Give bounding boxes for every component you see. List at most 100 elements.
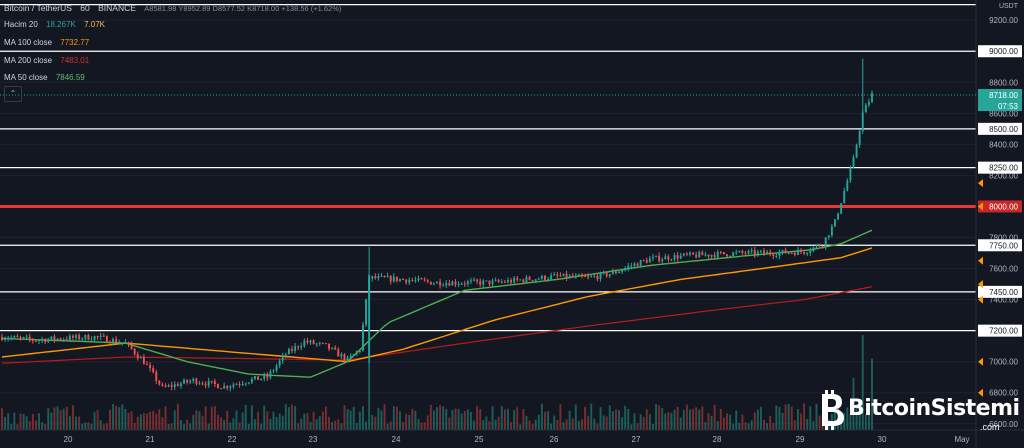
candle-body xyxy=(846,180,849,191)
logo-suffix: .com xyxy=(980,422,1000,432)
volume-bar xyxy=(318,416,321,430)
collapse-legend-button[interactable]: ⌃ xyxy=(4,86,22,102)
candle-body xyxy=(553,274,556,276)
volume-bar xyxy=(130,411,133,430)
volume-bar xyxy=(164,406,167,430)
volume-bar xyxy=(516,407,519,430)
candle-body xyxy=(75,335,77,338)
candle-body xyxy=(303,340,306,347)
volume-bar xyxy=(34,420,37,430)
volume-bar xyxy=(220,417,222,430)
candle-body xyxy=(220,388,222,390)
volume-bar xyxy=(423,422,426,430)
volume-bar xyxy=(250,405,253,430)
horizontal-levels[interactable] xyxy=(0,4,976,332)
volume-bar xyxy=(843,412,846,430)
level-label-box xyxy=(978,239,1022,252)
volume-bar xyxy=(408,414,411,430)
candle-body xyxy=(556,274,559,276)
volume-bar xyxy=(479,409,482,430)
candle-body xyxy=(124,342,127,344)
volume-bar xyxy=(593,418,596,430)
candle-body xyxy=(142,357,145,365)
volume-bar xyxy=(577,420,580,430)
candle-body xyxy=(179,383,182,387)
candle-body xyxy=(547,279,550,281)
volume-bar xyxy=(463,410,466,430)
volume-bar xyxy=(235,410,238,430)
volume-bar xyxy=(488,421,491,430)
ma100-legend[interactable]: MA 100 close 7732.77 xyxy=(4,38,89,48)
time-tick-label: 30 xyxy=(878,435,887,444)
volume-bar xyxy=(507,408,509,430)
candle-body xyxy=(358,350,361,352)
candle-body xyxy=(417,278,420,280)
candle-body xyxy=(800,249,802,252)
candle-body xyxy=(223,385,226,389)
candle-body xyxy=(457,284,460,286)
candle-body xyxy=(149,364,152,369)
candle-body xyxy=(769,251,772,255)
volume-bar xyxy=(90,423,93,430)
volume-bar xyxy=(608,405,611,430)
volume-bar xyxy=(741,414,744,430)
volume-bar xyxy=(374,416,377,430)
volume-bar xyxy=(451,410,454,430)
volume-bar xyxy=(275,416,278,430)
candle-body xyxy=(275,365,278,371)
currency-label: USDT xyxy=(999,3,1019,10)
candle-body xyxy=(84,334,87,339)
price-tick-label: 8600.00 xyxy=(989,109,1018,118)
volume-bar xyxy=(673,409,676,430)
volume-bar xyxy=(692,408,695,430)
candle-body xyxy=(550,275,553,280)
candle-body xyxy=(719,251,722,253)
candle-body xyxy=(377,276,380,279)
candle-body xyxy=(90,339,93,341)
volume-bar xyxy=(402,421,405,430)
symbol-header[interactable]: Bitcoin / TetherUS 60 BINANCE A8581.98 Y… xyxy=(4,3,341,14)
volume-bar xyxy=(713,404,716,430)
volume-bar xyxy=(105,423,108,430)
ma50-legend[interactable]: MA 50 close 7846.59 xyxy=(4,73,85,83)
candle-body xyxy=(408,280,411,283)
volume-bar xyxy=(565,419,568,430)
volume-bar xyxy=(469,411,472,430)
volume-bar xyxy=(605,416,608,430)
candle-body xyxy=(759,250,762,252)
candle-body xyxy=(244,383,247,385)
level-label: 7200.00 xyxy=(989,327,1018,336)
candle-body xyxy=(340,354,343,357)
ma100-label: MA 100 close xyxy=(4,38,53,47)
candle-body xyxy=(442,285,445,287)
candle-body xyxy=(195,378,198,384)
candle-body xyxy=(383,275,386,278)
volume-bar xyxy=(658,405,661,430)
price-axis[interactable]: 6600.00 6800.00 7000.00 7400.00 7600.00 7800.… xyxy=(975,0,1024,448)
volume-bar xyxy=(571,418,574,430)
candle-body xyxy=(247,382,250,384)
candle-body xyxy=(44,339,47,343)
volume-bar xyxy=(540,403,543,430)
volume-bar xyxy=(793,420,796,430)
volume-bar xyxy=(352,406,355,430)
ma50-label: MA 50 close xyxy=(4,73,48,82)
candle-body xyxy=(362,324,364,351)
volume-bar xyxy=(331,421,334,430)
candle-body xyxy=(469,280,472,282)
volume-bar xyxy=(494,419,497,430)
candle-body xyxy=(460,283,463,285)
volume-bar xyxy=(41,422,44,430)
volume-bar xyxy=(636,423,639,430)
price-tick-label: 9200.00 xyxy=(989,16,1018,25)
volume-legend[interactable]: Hacim 20 18.267K 7.07K xyxy=(4,20,105,30)
ma200-legend[interactable]: MA 200 close 7483.01 xyxy=(4,56,89,66)
time-axis[interactable]: 20 21 22 23 24 25 26 27 28 29 30 May xyxy=(0,429,1024,444)
time-tick-label: 23 xyxy=(309,435,318,444)
volume-bar xyxy=(818,415,821,430)
candle-body xyxy=(519,279,522,281)
volume-bar xyxy=(503,409,506,430)
volume-bar xyxy=(744,422,747,430)
candle-body xyxy=(667,256,670,260)
